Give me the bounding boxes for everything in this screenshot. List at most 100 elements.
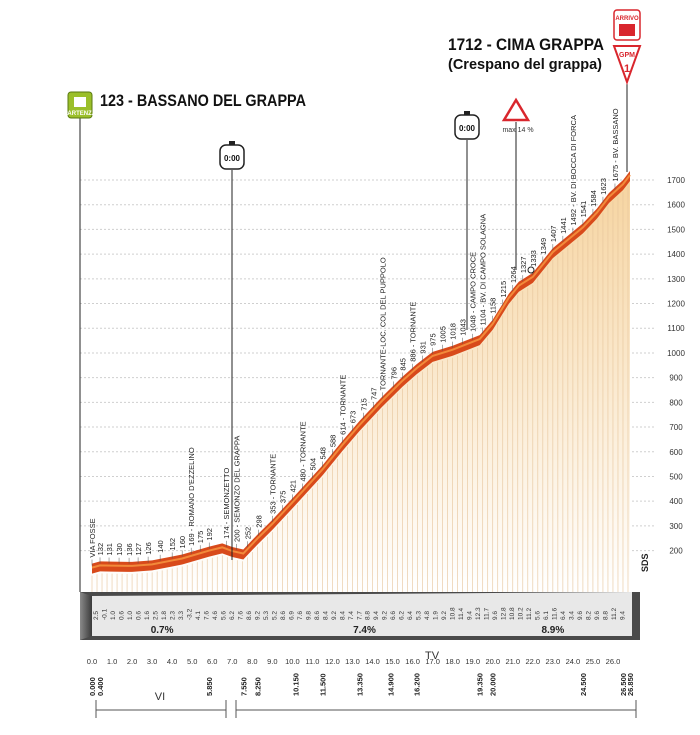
gradient-value: 2.3 [169,611,176,620]
avg-gradient-bg [146,624,179,634]
point-label: 127 [134,543,143,556]
y-tick-label: 1100 [667,324,685,333]
gradient-value: 7.6 [237,611,244,620]
x-tick-label: 23.0 [546,657,561,666]
avg-gradient-bg [348,624,381,634]
point-label: 796 [390,367,399,380]
gradient-value: 9.6 [594,611,601,620]
km-mark: 20.000 [489,673,498,696]
km-mark: 5.850 [205,677,214,696]
point-label: 298 [254,515,263,528]
x-tick-label: 16.0 [405,657,420,666]
gradient-value: 1.8 [161,611,168,620]
gradient-value: 7.6 [203,611,210,620]
point-label: 126 [144,542,153,555]
x-tick-label: 0.0 [87,657,97,666]
point-label: 1675 - BV. BASSANO [611,108,620,181]
point-label: 1584 [589,190,598,207]
y-tick-label: 800 [669,398,683,407]
start-title: 123 - BASSANO DEL GRAPPA [100,91,306,110]
x-tick-label: 26.0 [606,657,621,666]
x-tick-label: 15.0 [385,657,400,666]
y-tick-label: 1300 [667,275,685,284]
point-label: 548 [318,447,327,460]
y-tick-label: 700 [669,423,683,432]
x-tick-label: 10.0 [285,657,300,666]
point-label: 130 [115,543,124,556]
point-label: 1215 [499,281,508,298]
point-labels: VIA FOSSE 132 131 130 136 127 126 140 152 160 169 … [88,108,620,566]
y-tick-label: 500 [669,472,683,481]
road-annotations: VI TV [95,650,637,718]
km-mark: 16.200 [413,673,422,696]
timer-1: 0:00 [219,141,245,170]
point-label: 1349 [539,238,548,255]
point-label: 886 - TORNANTE [409,302,418,362]
km-mark: 26.850 [626,673,635,696]
y-tick-label: 300 [669,522,683,531]
gradient-value: 11.4 [458,607,465,620]
point-label: 480 - TORNANTE [298,421,307,481]
y-tick-label: 1500 [667,225,685,234]
gradient-value: 6.9 [288,611,295,620]
gradient-value: 9.2 [254,611,261,620]
km-mark: 14.900 [387,673,396,696]
x-tick-label: 17.0 [425,657,440,666]
gradient-value: 3.4 [569,611,576,620]
km-mark: 10.150 [291,673,300,696]
gradient-value: 11.6 [552,607,559,620]
gradient-value: 11.2 [611,607,618,620]
x-tick-label: 19.0 [465,657,480,666]
point-label: 673 [348,411,357,424]
gradient-value: 1.0 [127,611,134,620]
point-label: 131 [105,543,114,556]
warning-triangle-icon [501,97,531,122]
gradient-value: 7.6 [297,611,304,620]
gradient-value: 1.9 [433,611,440,620]
km-mark: 0.000 [88,677,97,696]
finish-flag-icon [619,24,635,36]
gradient-value: 10.8 [509,607,516,620]
timer-2-text: 0:00 [459,124,476,133]
km-mark: 19.350 [476,673,485,696]
road-vi: VI [155,691,165,703]
x-tick-label: 22.0 [526,657,541,666]
gradient-value: 8.8 [365,611,372,620]
partenza-label: PARTENZA [64,111,97,117]
y-tick-label: 400 [669,497,683,506]
base-side [80,592,92,640]
point-label: 747 [370,388,379,401]
timer-1-text: 0:00 [224,154,241,163]
gradient-value: 1.6 [144,611,151,620]
profile-fill [92,177,630,593]
point-label: 136 [125,543,134,556]
point-label: 200 - SEMONZO DEL GRAPPA [232,436,241,542]
point-label: 1492 - BV. DI BOCCA DI FORCA [569,115,578,226]
avg-gradient: 8.9% [541,625,564,636]
gradient-value: 9.4 [620,611,627,620]
gradient-value: 6.2 [229,611,236,620]
point-label: 975 [429,333,438,346]
gpm-triangle-icon [612,45,642,85]
point-label: 845 [399,358,408,371]
road-tv: TV [425,650,440,662]
markers [79,82,628,592]
gradient-value: -0.1 [101,608,108,620]
gradient-value: 8.4 [322,611,329,620]
gradient-value: 2.5 [152,611,159,620]
gradient-value: 4.8 [424,611,431,620]
gpm-category: 1 [624,63,630,75]
point-label: 1623 [599,178,608,195]
steep-warning: max 14 % [501,97,534,134]
point-label: 588 [328,435,337,448]
start-marker: PARTENZA 123 - BASSANO DEL GRAPPA [64,91,306,119]
y-tick-label: 1400 [667,250,685,259]
point-label: VIA FOSSE [88,518,97,557]
point-label: 132 [96,543,105,556]
gradient-value: 0.6 [135,611,142,620]
y-tick-label: 600 [669,448,683,457]
x-tick-label: 7.0 [227,657,237,666]
flag-icon [74,97,86,107]
km-mark: 8.250 [253,677,262,696]
gradient-value: 12.3 [475,607,482,620]
